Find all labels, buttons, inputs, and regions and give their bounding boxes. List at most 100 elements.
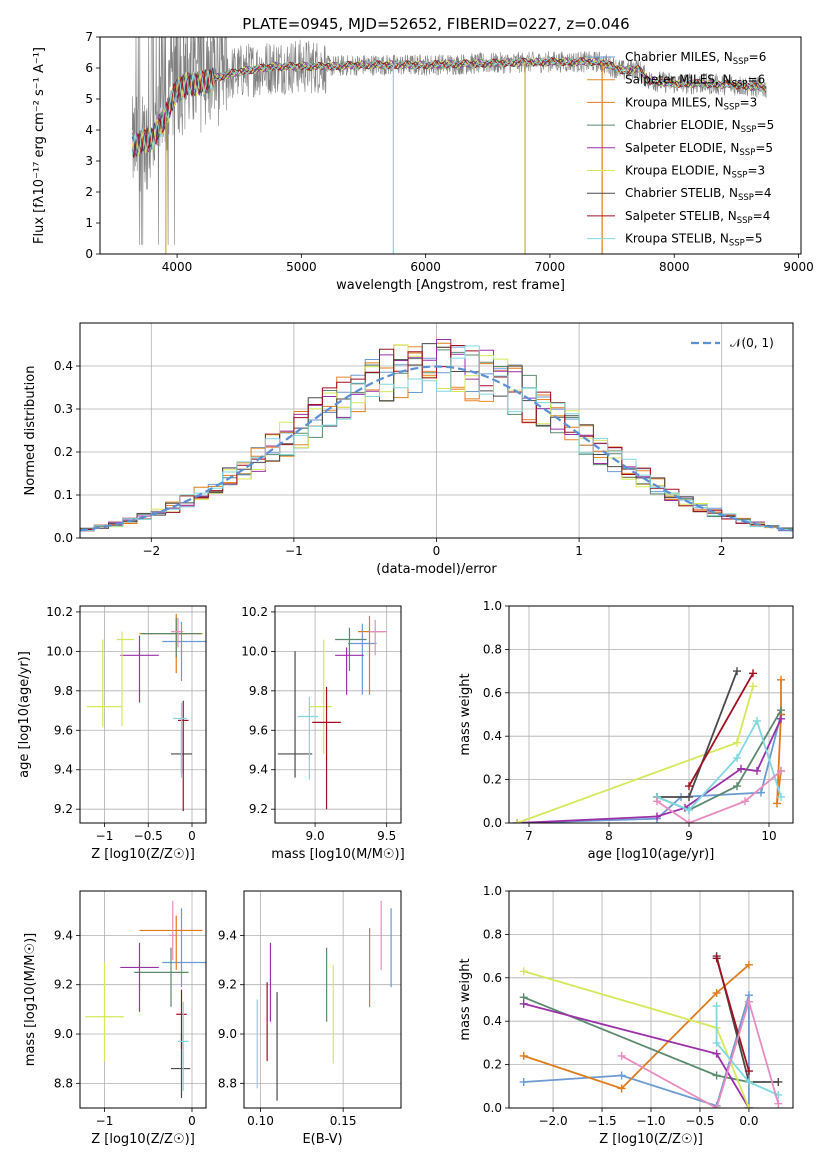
mass-weight-marker: [744, 960, 753, 969]
errorbar-point: [169, 900, 177, 961]
x-tick-label: −0.5: [685, 1114, 714, 1128]
plot-area: [85, 900, 206, 1099]
axes-frame: [79, 322, 794, 539]
ticks: 4000 5000 6000 7000 8000 9000 0 1 2 3 4 5 6 7: [85, 30, 813, 274]
y-tick-label: 9.2: [54, 802, 73, 816]
errorbar-point: [162, 908, 206, 988]
x-axis-label: wavelength [Angstrom, rest frame]: [336, 278, 565, 293]
mass-weight-marker: [777, 766, 785, 775]
spectrum-legend: Chabrier MILES, NSSP=6 Salpeter MILES, NS…: [587, 50, 774, 249]
mass-weight-marker: [733, 782, 741, 791]
y-tick-label: 0.2: [54, 445, 73, 459]
ticks: −2 −1 0 1 2 0.0 0.1 0.2 0.3 0.4: [54, 359, 726, 558]
legend-entry: Kroupa STELIB, NSSP=5: [625, 232, 763, 249]
y-tick-label: 0: [85, 247, 93, 261]
x-tick-label: 9.0: [306, 829, 325, 843]
histogram-series: [80, 345, 793, 538]
x-axis-label: Z [log10(Z/Z☉)]: [91, 1132, 195, 1147]
errorbar-point: [335, 647, 364, 695]
y-tick-label: 0.2: [483, 1058, 502, 1072]
y-tick-label: 7: [85, 30, 93, 44]
mass-weight-series-line: [688, 672, 754, 787]
mass-weight-marker: [685, 805, 693, 814]
y-tick-label: 9.4: [54, 763, 73, 777]
ticks: 9.0 9.5 9.2 9.4 9.6 9.8 10.0 10.2: [241, 605, 396, 843]
x-axis-label: (data-model)/error: [376, 562, 497, 577]
mass-weight-series-line: [776, 679, 782, 804]
x-tick-label: 0: [188, 1114, 196, 1128]
x-tick-label: 0.0: [739, 1114, 758, 1128]
y-tick-label: 0.2: [483, 773, 502, 787]
y-tick-label: 9.0: [218, 1027, 237, 1041]
y-tick-label: 0.4: [483, 1014, 502, 1028]
mass-vs-ebv-panel: 0.10 0.15 8.8 9.0 9.2 9.4 E(B-V): [218, 890, 402, 1147]
errorbar-point: [116, 631, 135, 727]
y-tick-label: 0.6: [483, 686, 502, 700]
spectrum-panel: 4000 5000 6000 7000 8000 9000 0 1 2 3 4 5 6 7 waveleng…: [32, 30, 814, 293]
x-tick-label: 6000: [410, 260, 441, 274]
plot-area: [256, 900, 392, 1101]
y-tick-label: 1: [85, 216, 93, 230]
plot-area: [513, 667, 785, 823]
model-spectrum-line: [131, 56, 767, 158]
plot-area: [519, 952, 783, 1108]
mass-weight-marker: [753, 717, 761, 726]
x-axis-label: Z [log10(Z/Z☉)]: [599, 1132, 703, 1147]
axes-frame: [274, 605, 402, 824]
figure-title: PLATE=0945, MJD=52652, FIBERID=0227, z=0…: [242, 15, 629, 33]
mass-weight-marker: [744, 1067, 753, 1076]
y-axis-label: Normed distribution: [23, 366, 38, 496]
x-tick-label: 7: [525, 829, 533, 843]
x-tick-label: 9: [685, 829, 693, 843]
mass-weight-marker: [777, 706, 785, 715]
y-tick-label: 0.8: [483, 642, 502, 656]
errorbar-point: [178, 700, 189, 812]
ticks: 7 8 9 10 0.0 0.2 0.4 0.6 0.8 1.0: [483, 599, 777, 843]
errorbar-point: [87, 639, 122, 727]
y-tick-label: 0.6: [483, 971, 502, 985]
x-tick-label: 9.5: [377, 829, 396, 843]
residuals-histogram-panel: −2 −1 0 1 2 0.0 0.1 0.2 0.3 0.4 (data-model)/error…: [23, 322, 794, 577]
y-tick-label: 9.2: [54, 978, 73, 992]
observed-spectrum: [132, 37, 767, 245]
mass-weight-series-line: [523, 970, 750, 1108]
mass-weight-marker: [757, 788, 765, 797]
errorbar-point: [369, 619, 387, 656]
errorbar-point: [141, 617, 201, 658]
ticks: 0.10 0.15 8.8 9.0 9.2 9.4: [218, 928, 357, 1128]
axes-frame: [79, 605, 207, 824]
legend-entry: Kroupa MILES, NSSP=3: [625, 95, 757, 112]
x-tick-label: 9000: [783, 260, 814, 274]
histogram-series: [80, 343, 793, 538]
y-tick-label: 9.8: [249, 684, 268, 698]
y-tick-label: 10.0: [241, 644, 268, 658]
axes-frame: [99, 36, 802, 255]
plot-area: [131, 37, 767, 254]
errorbar-point: [178, 1001, 189, 1091]
y-tick-label: 9.4: [54, 928, 73, 942]
x-tick-label: −1: [285, 544, 303, 558]
grid-lines: [275, 606, 401, 823]
y-axis-label: Flux [fλ10⁻¹⁷ erg cm⁻² s⁻¹ A⁻¹]: [32, 47, 47, 244]
mass-weight-marker: [753, 766, 761, 775]
errorbar-point: [139, 915, 203, 970]
x-axis-label: Z [log10(Z/Z☉)]: [91, 847, 195, 862]
y-tick-label: 9.0: [54, 1027, 73, 1041]
x-axis-label: age [log10(age/yr)]: [588, 847, 715, 862]
mass-weight-marker: [712, 1002, 721, 1011]
y-tick-label: 10.2: [46, 605, 73, 619]
errorbar-point: [176, 989, 187, 1049]
mass-weight-marker: [519, 1077, 528, 1086]
x-tick-label: −1: [96, 829, 114, 843]
x-tick-label: 5000: [286, 260, 317, 274]
y-axis-label: age [log10(age/yr)]: [17, 651, 32, 778]
mass-weight-marker: [685, 819, 693, 823]
errorbar-point: [134, 947, 189, 1007]
x-axis-label: E(B-V): [302, 1132, 342, 1147]
mass-weight-marker: [712, 1038, 721, 1047]
y-tick-label: 3: [85, 154, 93, 168]
axes-frame: [508, 890, 794, 1109]
x-tick-label: 0.10: [247, 1114, 274, 1128]
grid-lines: [244, 891, 401, 1108]
mass-vs-metallicity-panel: −1 0 8.8 9.0 9.2 9.4 Z [log10(Z/Z☉)] mass [log1…: [23, 890, 207, 1147]
